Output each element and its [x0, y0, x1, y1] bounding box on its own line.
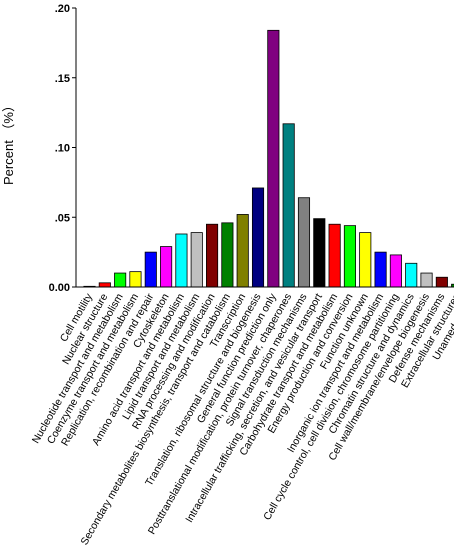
bar	[282, 123, 295, 288]
bar	[221, 222, 234, 288]
y-tick-label: 0.00	[49, 282, 70, 294]
bar	[359, 232, 372, 288]
y-axis-ticks: .20 .15 .10 .05 0.00	[49, 3, 76, 294]
y-tick-label: .05	[55, 212, 70, 224]
bar	[328, 223, 341, 288]
bar	[206, 223, 219, 288]
bar	[251, 187, 265, 288]
bar	[267, 29, 280, 288]
bar	[236, 214, 249, 288]
bar	[114, 272, 127, 288]
bar	[343, 225, 356, 288]
y-tick-label: .10	[55, 143, 70, 155]
bar	[144, 251, 157, 288]
axes	[75, 8, 454, 288]
bar	[175, 233, 188, 288]
bar	[313, 218, 326, 288]
y-axis-label: Percent （%）	[1, 99, 16, 185]
bar	[297, 197, 311, 288]
bar	[451, 283, 454, 288]
y-axis-title: Percent （%）	[1, 99, 16, 185]
bar	[435, 276, 448, 288]
y-tick-label: .20	[55, 3, 70, 15]
bar	[129, 271, 142, 288]
bars	[83, 29, 454, 288]
bar	[190, 232, 203, 288]
bar	[374, 251, 387, 288]
bar	[420, 272, 433, 288]
bar	[405, 262, 418, 288]
bar	[98, 282, 111, 288]
y-tick-label: .15	[55, 73, 70, 85]
bar	[389, 254, 402, 288]
bar	[160, 246, 173, 288]
